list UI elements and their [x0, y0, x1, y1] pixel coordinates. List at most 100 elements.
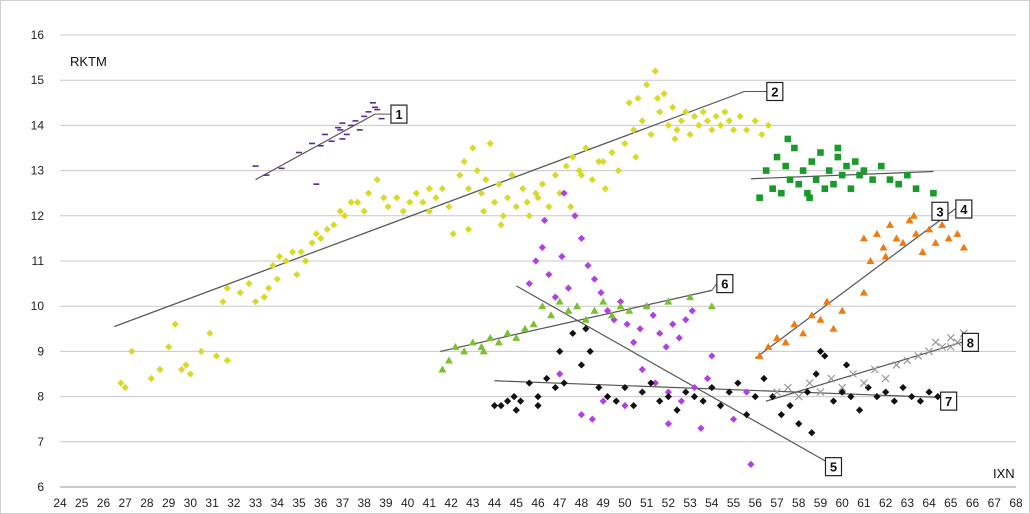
point-series-3-18 — [838, 171, 846, 179]
point-series-2-79 — [595, 157, 603, 166]
callout-box-3 — [931, 201, 949, 221]
point-series-7-31 — [751, 393, 759, 401]
x-tick-label-43: 43 — [466, 496, 480, 510]
point-series-3-33 — [806, 194, 813, 202]
callout-label-2: 2 — [771, 85, 778, 100]
point-series-7-6 — [534, 393, 542, 401]
y-tick-label-13: 13 — [31, 164, 45, 178]
callout-label-7: 7 — [945, 394, 952, 409]
point-series-5-36 — [742, 388, 751, 396]
point-series-7-2 — [503, 397, 512, 405]
point-series-7-57 — [556, 347, 564, 355]
point-series-5-13 — [610, 316, 618, 324]
y-tick-label-7: 7 — [37, 435, 44, 449]
point-series-2-67 — [519, 185, 527, 193]
point-series-2-77 — [582, 144, 590, 152]
point-series-4-24 — [944, 234, 953, 242]
point-series-2-106 — [721, 108, 729, 116]
point-series-2-72 — [551, 171, 559, 179]
point-series-3-5 — [782, 162, 789, 170]
y-axis-title: RKTM — [70, 54, 107, 69]
point-series-2-96 — [677, 117, 685, 125]
point-series-3-12 — [812, 176, 820, 183]
point-series-4-15 — [885, 220, 894, 228]
point-series-5-2 — [538, 243, 546, 252]
point-series-6-10 — [520, 324, 529, 332]
point-series-7-9 — [560, 379, 568, 387]
point-series-5-11 — [597, 289, 605, 297]
x-tick-label-68: 68 — [1009, 496, 1023, 510]
point-series-6-26 — [707, 302, 716, 310]
point-series-3-22 — [856, 171, 863, 179]
point-series-6-14 — [555, 297, 564, 305]
y-tick-label-14: 14 — [31, 118, 45, 132]
point-series-6-18 — [590, 306, 599, 314]
point-series-2-95 — [673, 126, 681, 134]
point-series-3-0 — [756, 194, 763, 202]
trend-line-5 — [515, 285, 832, 465]
point-series-5-40 — [599, 397, 607, 405]
x-tick-label-55: 55 — [727, 496, 741, 510]
point-series-5-31 — [703, 374, 712, 383]
point-series-2-1 — [121, 383, 129, 392]
point-series-7-48 — [899, 383, 907, 392]
point-series-3-6 — [786, 176, 794, 183]
point-series-2-17 — [245, 280, 253, 288]
point-series-7-23 — [682, 388, 690, 396]
point-series-3-32 — [930, 189, 937, 197]
point-series-2-10 — [197, 347, 205, 355]
callout-label-8: 8 — [967, 335, 974, 350]
point-series-3-17 — [834, 153, 842, 161]
point-series-2-109 — [736, 112, 744, 120]
x-tick-label-28: 28 — [140, 496, 154, 510]
x-tick-label-42: 42 — [444, 496, 458, 510]
point-series-2-30 — [312, 230, 320, 238]
point-series-8-13 — [914, 351, 923, 360]
point-series-5-38 — [556, 370, 564, 378]
point-series-4-23 — [938, 220, 947, 228]
point-series-2-57 — [473, 167, 481, 175]
point-series-7-17 — [630, 402, 638, 410]
point-series-2-81 — [608, 148, 616, 157]
point-series-7-19 — [647, 379, 655, 387]
point-series-3-2 — [769, 185, 776, 192]
point-series-3-3 — [773, 153, 781, 161]
point-series-5-33 — [729, 415, 738, 423]
callout-box-7 — [940, 391, 958, 411]
point-series-7-47 — [890, 397, 898, 405]
point-series-7-51 — [925, 388, 933, 396]
point-series-5-19 — [649, 311, 657, 319]
point-series-2-102 — [703, 117, 712, 125]
point-series-4-18 — [905, 216, 914, 224]
point-series-2-23 — [275, 252, 284, 261]
x-tick-label-51: 51 — [640, 496, 654, 510]
point-series-2-18 — [251, 298, 260, 306]
point-series-7-29 — [734, 379, 742, 387]
point-series-2-58 — [477, 189, 486, 197]
point-series-2-68 — [525, 212, 533, 220]
point-series-2-36 — [347, 198, 355, 206]
point-series-2-70 — [538, 180, 546, 188]
point-series-2-2 — [128, 347, 136, 355]
point-series-4-16 — [892, 234, 901, 242]
point-series-6-2 — [451, 342, 460, 350]
point-series-8-10 — [881, 374, 890, 383]
point-series-5-29 — [677, 397, 685, 405]
y-tick-labels: 6 7 8 9 10 11 12 13 14 15 16 — [31, 28, 45, 494]
point-series-2-50 — [438, 185, 446, 193]
point-series-3-26 — [886, 176, 894, 183]
point-series-4-6 — [807, 311, 816, 319]
point-series-3-8 — [795, 180, 803, 188]
point-series-3-9 — [799, 167, 807, 174]
point-series-4-17 — [899, 238, 908, 246]
point-series-6-0 — [438, 365, 447, 373]
x-tick-label-49: 49 — [597, 496, 611, 510]
point-series-7-42 — [847, 393, 855, 401]
point-series-6-24 — [664, 297, 673, 305]
point-series-7-45 — [873, 393, 881, 401]
point-series-7-0 — [490, 402, 499, 410]
x-tick-label-65: 65 — [944, 496, 958, 510]
point-series-2-46 — [412, 189, 420, 197]
point-series-2-20 — [264, 284, 273, 292]
point-series-6-13 — [547, 311, 556, 319]
